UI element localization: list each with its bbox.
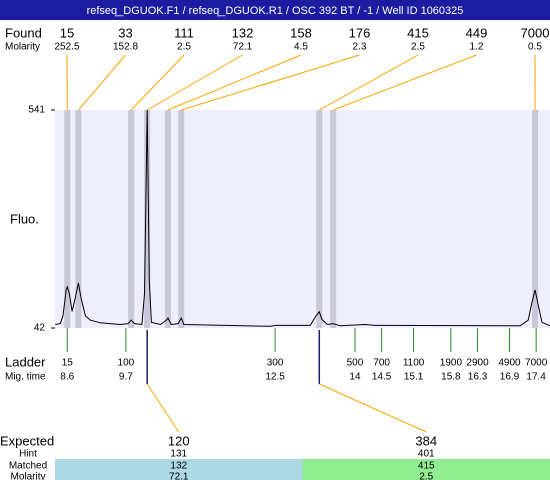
expected-size: 384 — [415, 433, 437, 448]
found-link — [130, 54, 185, 111]
found-molarity: 2.3 — [353, 42, 367, 53]
found-molarity: 2.5 — [177, 42, 191, 53]
matched-link — [146, 383, 180, 433]
y-tick-label: 541 — [28, 105, 45, 116]
chart-title: refseq_DGUOK.F1 / refseq_DGUOK.R1 / OSC … — [87, 5, 464, 17]
matched-size: 415 — [418, 461, 435, 472]
matched-size: 132 — [170, 461, 187, 472]
found-size: 449 — [466, 25, 488, 40]
ladder-time: 16.3 — [468, 372, 488, 383]
ladder-time: 8.6 — [60, 372, 74, 383]
found-molarity: 152.8 — [113, 42, 138, 53]
found-size: 176 — [349, 25, 371, 40]
hint-size: 401 — [418, 449, 435, 460]
ladder-time: 17.4 — [526, 372, 546, 383]
ladder-size: 2900 — [466, 358, 489, 369]
found-link — [332, 54, 477, 111]
found-link — [146, 54, 243, 111]
peak-band — [532, 110, 539, 328]
found-size: 415 — [407, 25, 429, 40]
found-size: 111 — [174, 25, 194, 40]
expected-cell — [55, 459, 303, 480]
found-label: Found — [5, 25, 42, 40]
hint-size: 131 — [170, 449, 187, 460]
found-link — [167, 54, 302, 111]
found-molarity: 2.5 — [411, 42, 425, 53]
y-axis-label: Fluo. — [10, 211, 39, 226]
found-molarity: 0.5 — [528, 42, 542, 53]
found-size: 158 — [290, 25, 312, 40]
ladder-label: Ladder — [5, 354, 46, 369]
found-size: 132 — [232, 25, 254, 40]
peak-band — [64, 110, 71, 328]
expected-molarity: 72.1 — [169, 472, 189, 480]
peak-band — [178, 110, 185, 328]
found-molarity: 252.5 — [54, 42, 79, 53]
ladder-time: 14.5 — [372, 372, 392, 383]
ladder-size: 700 — [373, 358, 390, 369]
ladder-time: 16.9 — [500, 372, 520, 383]
plot-area — [55, 110, 550, 328]
matched-link — [319, 383, 427, 433]
peak-band — [75, 110, 82, 328]
trace-line — [55, 109, 550, 327]
ladder-time: 15.1 — [404, 372, 424, 383]
peak-band — [330, 110, 337, 328]
molarity-label: Molarity — [5, 42, 40, 53]
ladder-time: 12.5 — [265, 372, 285, 383]
ladder-size: 7000 — [525, 358, 548, 369]
mig-time-label: Mig. time — [5, 372, 46, 383]
found-size: 33 — [118, 25, 132, 40]
hint-label: Hint — [19, 449, 37, 460]
ladder-time: 9.7 — [119, 372, 133, 383]
found-size: 7000 — [521, 25, 550, 40]
expected-size: 120 — [168, 433, 190, 448]
found-molarity: 4.5 — [294, 42, 308, 53]
ladder-size: 500 — [347, 358, 364, 369]
found-link — [78, 54, 126, 111]
expected-molarity-label: Molarity — [10, 472, 45, 480]
ladder-size: 1900 — [440, 358, 463, 369]
peak-band — [144, 110, 151, 328]
y-tick-label: 42 — [34, 323, 46, 334]
matched-label: Matched — [9, 461, 47, 472]
ladder-size: 300 — [267, 358, 284, 369]
title-bar — [0, 0, 550, 20]
expected-cell — [302, 459, 550, 480]
peak-band — [316, 110, 323, 328]
peak-band — [164, 110, 171, 328]
ladder-size: 1100 — [403, 358, 425, 369]
ladder-size: 100 — [118, 358, 135, 369]
ladder-size: 4900 — [498, 358, 521, 369]
expected-molarity: 2.5 — [419, 472, 433, 480]
found-molarity: 1.2 — [470, 42, 484, 53]
found-link — [181, 54, 360, 111]
found-molarity: 72.1 — [233, 42, 253, 53]
found-size: 15 — [60, 25, 74, 40]
expected-label: Expected — [0, 433, 54, 448]
found-link — [319, 54, 419, 111]
ladder-time: 15.8 — [441, 372, 461, 383]
ladder-size: 15 — [62, 358, 74, 369]
ladder-time: 14 — [349, 372, 361, 383]
peak-band — [128, 110, 135, 328]
